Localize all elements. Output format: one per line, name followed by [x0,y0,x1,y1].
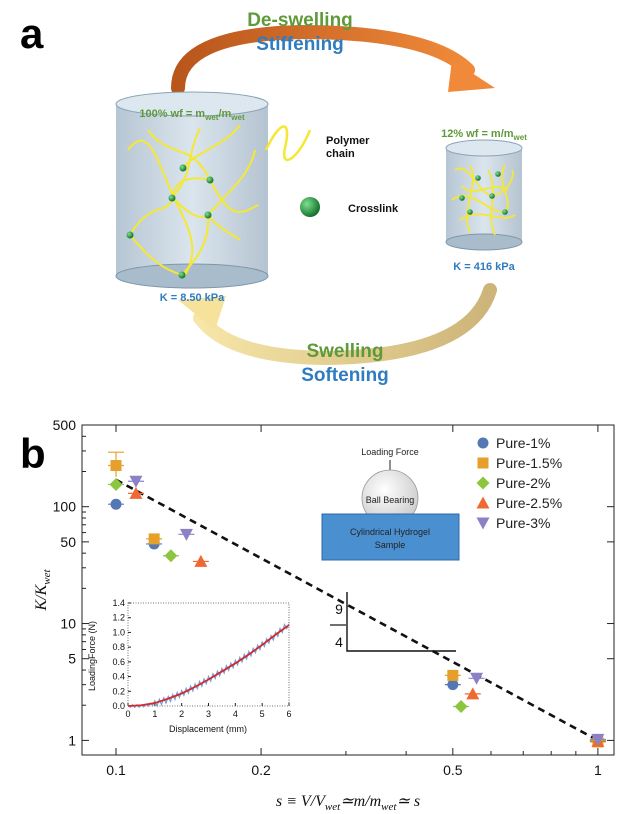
small-hydrogel-cylinder [445,139,523,251]
y-tick-label: 5 [68,651,76,667]
legend-label: Pure-3% [496,515,550,531]
inset-plot-frame [127,602,290,707]
data-points [108,451,606,748]
large-k-label: K = 8.50 kPa [160,292,225,304]
data-point [109,477,123,491]
main-x-ticks: 0.1 0.2 0.5 1 [106,425,602,778]
inset-x-tick-label: 6 [286,709,291,719]
swelling-arrow [178,283,497,366]
inset-x-tick-label: 1 [152,709,157,719]
slope-numerator: 9 [335,601,343,617]
slope-denominator: 4 [335,634,343,650]
data-point [454,700,468,714]
small-k-label: K = 416 kPa [453,261,515,273]
inset-y-tick-label: 0.6 [112,657,125,667]
loading-force-label: Loading Force [361,447,419,457]
fit-line-group [115,478,599,742]
legend-label: Pure-1% [496,435,550,451]
polymer-chain-key-icon [264,125,312,162]
data-point [591,733,605,746]
inset-y-label: LoadingForce (N) [87,621,97,691]
crosslink-key-label: Crosslink [348,203,399,215]
inset-x-tick-label: 5 [260,709,265,719]
panel-a-letter: a [20,10,44,57]
data-point [110,498,122,510]
legend-marker [476,476,490,490]
main-plot-frame [81,424,615,756]
crosslink-nodes-small [459,171,508,215]
data-point [129,475,143,488]
inset-y-tick-label: 0.2 [112,686,125,696]
inset-lines [127,622,290,709]
data-point [129,486,143,499]
legend: Pure-1% Pure-1.5% Pure-2% Pure-2.5% Pure-3% [476,435,562,531]
crosslink-key-icon [300,197,320,217]
sample-label-line1: Cylindrical Hydrogel [350,527,430,537]
de-swelling-arrow [171,24,495,95]
x-axis-label: s ≡ V/Vwet≃m/mwet≃ s [276,793,420,813]
inset-ticks: 0 1 2 3 4 5 6 0.0 0.2 0.4 0.6 0.8 1.0 1.2 1.4 [112,598,291,719]
polymer-network-small [451,164,516,236]
inset-y-tick-label: 0.4 [112,672,125,682]
inset-line-data [127,622,290,709]
y-tick-label: 500 [53,417,77,433]
x-tick-label: 0.2 [251,762,271,778]
large-wf-label: 100% wf = mwet/mwet [139,108,245,122]
legend-label: Pure-2% [496,475,550,491]
crosslink-nodes-large [126,164,214,279]
data-point [164,549,178,563]
legend-marker [476,496,490,509]
polymer-key-label: Polymer [326,135,370,147]
legend-label: Pure-1.5% [496,455,562,471]
data-point [447,669,459,681]
data-point [466,687,480,700]
inset-line-fit [127,624,290,707]
x-tick-label: 0.1 [106,762,126,778]
small-wf-label: 12% wf = m/mwet [441,128,527,142]
y-tick-label: 50 [60,534,76,550]
large-hydrogel-cylinder [115,91,269,289]
legend-marker [477,457,489,469]
de-swelling-label: De-swelling [247,10,353,31]
softening-label: Softening [301,365,389,386]
inset-x-tick-label: 4 [233,709,238,719]
ball-bearing-label: Ball Bearing [366,495,415,505]
stiffening-label: Stiffening [256,34,344,55]
data-point [148,533,160,545]
inset-y-tick-label: 0.0 [112,701,125,711]
y-axis-label: K/Kwet [33,569,53,612]
inset-x-tick-label: 2 [179,709,184,719]
swelling-label: Swelling [306,341,383,362]
legend-marker [476,517,490,530]
legend-marker [477,437,489,449]
inset-y-tick-label: 1.4 [112,598,125,608]
inset-x-tick-label: 0 [125,709,130,719]
inset-x-label: Displacement (mm) [169,724,247,734]
y-tick-label: 100 [53,499,77,515]
chain-key-label: chain [326,148,355,160]
y-tick-label: 1 [68,732,76,748]
inset-y-tick-label: 1.2 [112,613,125,623]
data-point [179,528,193,541]
hydrogel-sample-block [321,513,460,561]
inset-x-tick-label: 3 [206,709,211,719]
slope-triangle: 9 4 [330,592,456,652]
legend-label: Pure-2.5% [496,495,562,511]
inset-y-tick-label: 0.8 [112,642,125,652]
data-point [470,672,484,685]
inset-y-tick-label: 1.0 [112,627,125,637]
loading-schematic: Loading Force Ball Bearing Cylindrical H… [321,447,460,561]
x-tick-label: 1 [594,762,602,778]
data-point [447,679,459,691]
y-tick-label: 10 [60,616,76,632]
panel-b-letter: b [20,430,46,477]
sample-label-line2: Sample [375,540,406,550]
data-point [194,554,208,567]
fit-line [115,478,599,742]
x-tick-label: 0.5 [443,762,463,778]
